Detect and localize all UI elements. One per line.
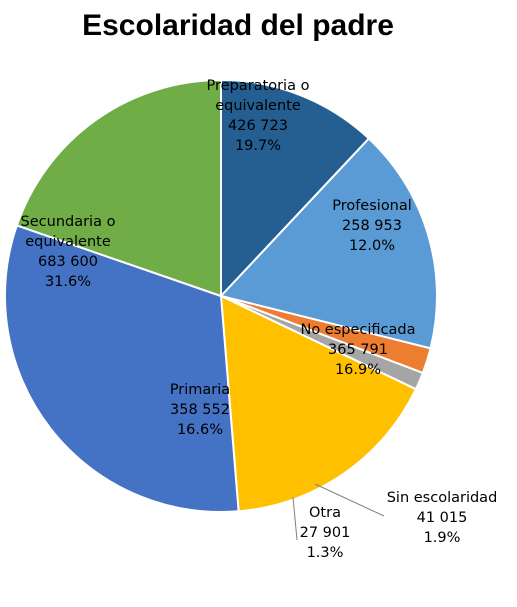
pie-slice-no-especificada [219,137,438,350]
leader-line [292,496,298,541]
slice-labels: Profesional 258 953 12.0% No especificada 36… [21,78,498,561]
slice-label: Secundaria o equivalente 683 600 31.6% [21,214,116,290]
slice-label-percent: 12.0% [349,238,395,254]
slice-label-percent: 19.7% [235,138,281,154]
slice-label-value: 258 953 [342,218,402,234]
slice-label: Preparatoria o equivalente 426 723 19.7% [207,78,310,154]
leader-lines [292,483,385,541]
slice-label-name: equivalente [25,234,111,250]
pie-slice-primaria [219,294,418,513]
pie-slice-preparatoria-o-equivalente [15,78,222,298]
pie-slices [4,78,438,513]
slice-label-percent: 16.9% [335,362,381,378]
slice-label-name: Otra [309,505,341,521]
slice-label-name: Profesional [332,198,412,214]
slice-label-percent: 16.6% [177,422,223,438]
slice-label-value: 358 552 [170,402,230,418]
chart-title: Escolaridad del padre [82,9,394,42]
pie-slice-secundaria-o-equivalente [4,224,240,513]
leader-line [314,483,385,517]
slice-label-value: 426 723 [228,118,288,134]
slice-label-value: 27 901 [300,525,351,541]
slice-label-percent: 1.9% [424,530,461,546]
slice-label-name: No especificada [300,322,415,338]
slice-label-name: Sin escolaridad [387,490,498,506]
slice-label-percent: 1.3% [307,545,344,561]
slice-label: No especificada 365 791 16.9% [300,322,415,378]
slice-label-name: Preparatoria o [207,78,310,94]
pie-slice-profesional [220,78,371,299]
slice-label: Otra 27 901 1.3% [300,505,351,561]
slice-label-name: Secundaria o [21,214,116,230]
slice-label-value: 683 600 [38,254,98,270]
slice-label-percent: 31.6% [45,274,91,290]
slice-label-name: equivalente [215,98,301,114]
slice-label-value: 41 015 [417,510,468,526]
slice-label-value: 365 791 [328,342,388,358]
slice-label-name: Primaria [170,382,230,398]
slice-label: Sin escolaridad 41 015 1.9% [387,490,498,546]
slice-label: Primaria 358 552 16.6% [170,382,230,438]
slice-label: Profesional 258 953 12.0% [332,198,412,254]
